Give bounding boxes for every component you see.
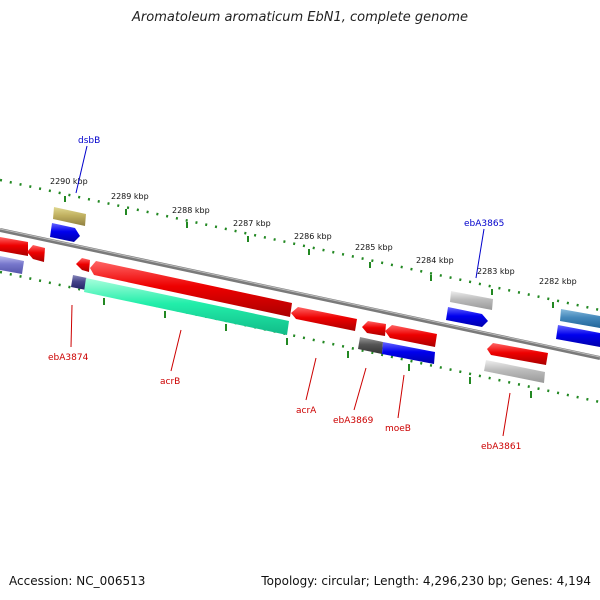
gene-feature[interactable] <box>450 291 493 310</box>
genome-backbone-highlight <box>0 228 600 358</box>
ruler-label: 2284 kbp <box>416 256 454 265</box>
label-leader <box>475 228 485 279</box>
gene-label-ebA3861[interactable]: ebA3861 <box>481 442 521 452</box>
label-leader <box>75 145 88 194</box>
label-leader <box>353 367 367 411</box>
gene-label-acrA[interactable]: acrA <box>296 406 317 416</box>
gene-label-acrB[interactable]: acrB <box>160 377 180 387</box>
inner-dotted-track <box>0 270 600 404</box>
gene-feature[interactable] <box>50 223 80 242</box>
label-leader <box>305 357 317 401</box>
ruler-label: 2282 kbp <box>539 277 577 286</box>
gene-feature[interactable] <box>291 307 357 331</box>
gene-feature[interactable] <box>446 307 488 327</box>
ruler-label: 2289 kbp <box>111 192 149 201</box>
label-leader <box>397 374 405 419</box>
gene-label-ebA3874[interactable]: ebA3874 <box>48 353 89 363</box>
label-leader <box>170 329 182 372</box>
label-leader <box>70 304 73 348</box>
gene-label-ebA3869[interactable]: ebA3869 <box>333 416 374 426</box>
gene-feature[interactable] <box>53 207 86 226</box>
gene-feature[interactable] <box>382 342 435 364</box>
gene-feature[interactable] <box>484 360 545 383</box>
ruler-label: 2283 kbp <box>477 267 515 276</box>
gene-feature[interactable] <box>358 337 383 354</box>
gene-label-dsbB[interactable]: dsbB <box>78 136 100 146</box>
genome-backbone <box>0 228 600 360</box>
genome-summary-text: Topology: circular; Length: 4,296,230 bp… <box>261 574 591 588</box>
gene-feature[interactable] <box>0 256 24 274</box>
gene-label-ebA3865[interactable]: ebA3865 <box>464 219 504 229</box>
gene-feature[interactable] <box>385 325 437 347</box>
gene-feature[interactable] <box>0 237 28 256</box>
ruler-label: 2288 kbp <box>172 206 210 215</box>
map-title: Aromatoleum aromaticum EbN1, complete ge… <box>132 10 468 25</box>
gene-label-moeB[interactable]: moeB <box>385 424 411 434</box>
label-leader <box>502 392 511 437</box>
gene-feature[interactable] <box>71 275 87 290</box>
gene-feature[interactable] <box>362 321 386 336</box>
gene-feature[interactable] <box>84 278 289 335</box>
outer-dotted-track <box>0 178 600 312</box>
accession-text: Accession: NC_006513 <box>9 574 146 588</box>
gene-feature[interactable] <box>560 309 600 328</box>
ruler-label: 2287 kbp <box>233 219 271 228</box>
gene-feature[interactable] <box>27 245 45 262</box>
gene-feature[interactable] <box>556 325 600 347</box>
gene-feature[interactable] <box>487 343 548 365</box>
gene-feature[interactable] <box>90 261 292 317</box>
ruler-label: 2290 kbp <box>50 177 88 186</box>
ruler-label: 2286 kbp <box>294 232 332 241</box>
gene-feature[interactable] <box>76 258 90 272</box>
ruler-label: 2285 kbp <box>355 243 393 252</box>
